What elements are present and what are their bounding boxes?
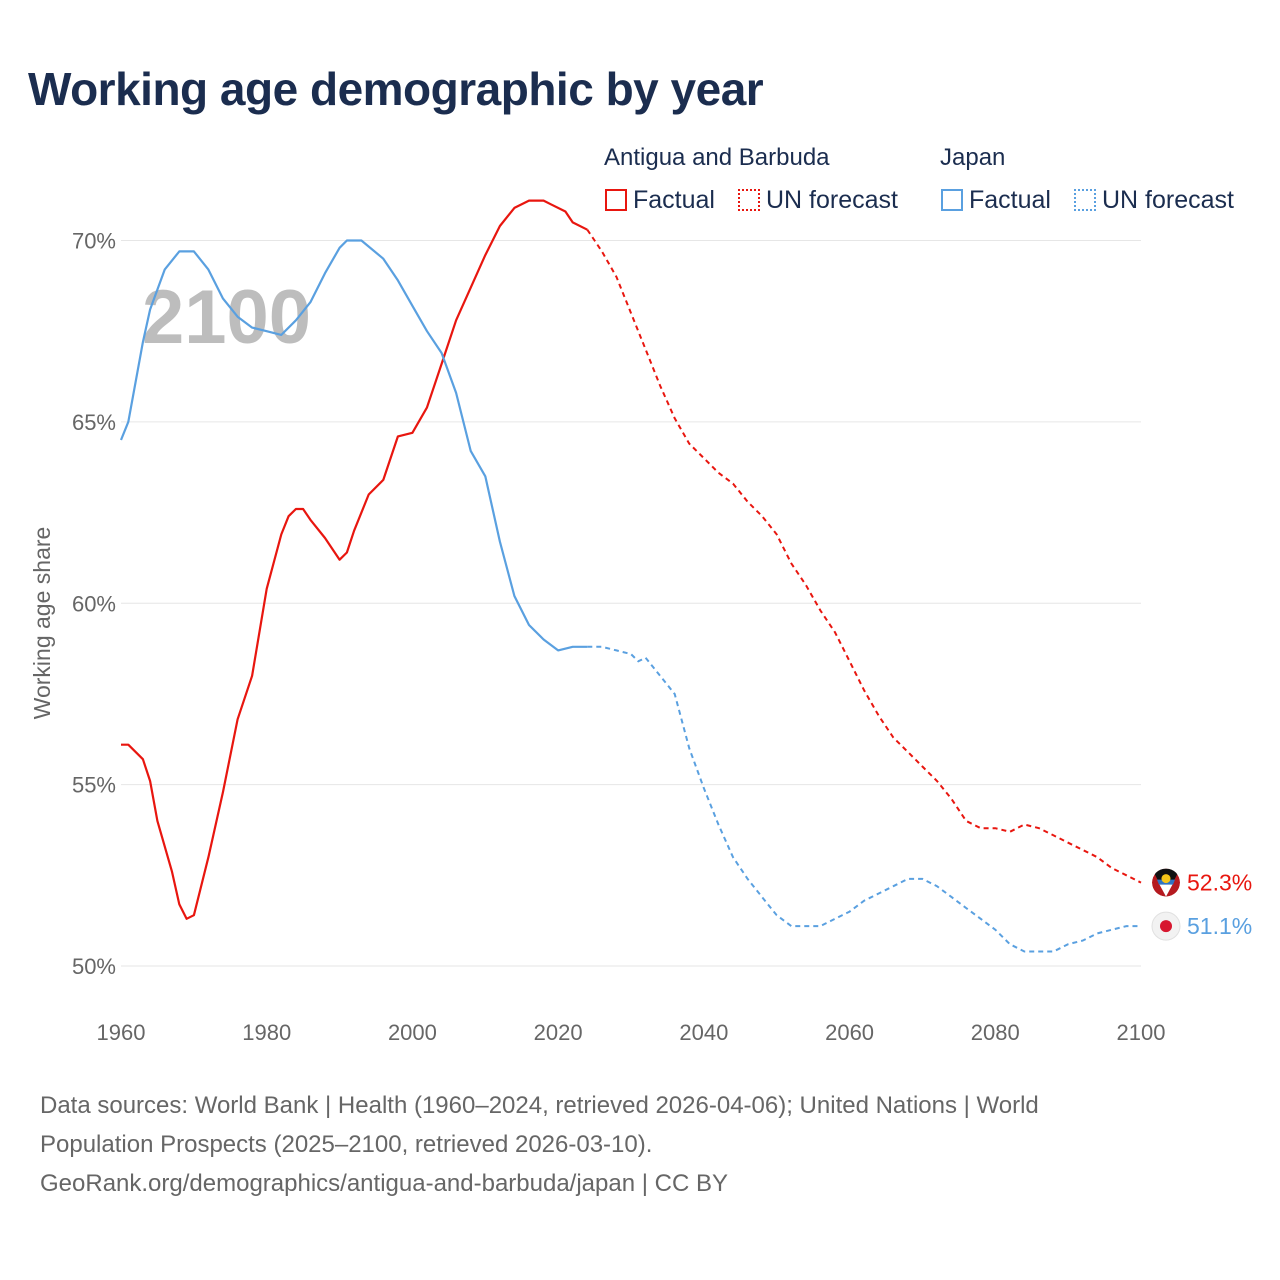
legend-antigua-forecast-label: UN forecast bbox=[766, 185, 898, 214]
x-tick-label: 2020 bbox=[534, 1020, 583, 1045]
chart-title: Working age demographic by year bbox=[28, 63, 764, 115]
legend-antigua-factual-label: Factual bbox=[633, 185, 715, 214]
x-tick-label: 2100 bbox=[1117, 1020, 1166, 1045]
flag-red-disc bbox=[1160, 920, 1172, 933]
x-tick-label: 2080 bbox=[971, 1020, 1020, 1045]
series-line-antigua-factual bbox=[121, 199, 588, 920]
legend-swatch-solid-red bbox=[605, 189, 627, 211]
x-tick-label: 2000 bbox=[388, 1020, 437, 1045]
legend-swatch-dotted-red bbox=[738, 189, 760, 211]
japan-flag-icon bbox=[1151, 911, 1181, 941]
x-tick-label: 2040 bbox=[679, 1020, 728, 1045]
x-tick-label: 2060 bbox=[825, 1020, 874, 1045]
flag-sun bbox=[1161, 874, 1171, 884]
legend-swatch-dotted-blue bbox=[1074, 189, 1096, 211]
legend-title-japan: Japan bbox=[940, 144, 1006, 171]
series-line-antigua-forecast bbox=[586, 229, 1142, 884]
year-overlay: 2100 bbox=[142, 275, 311, 360]
legend-japan-factual[interactable]: Factual bbox=[941, 186, 1051, 214]
y-tick-label: 60% bbox=[72, 591, 116, 616]
legend-japan-factual-label: Factual bbox=[969, 185, 1051, 214]
x-axis-ticks: 1960 1980 2000 2020 2040 2060 2080 2100 bbox=[97, 1020, 1166, 1045]
end-value-label-japan: 51.1% bbox=[1187, 913, 1252, 939]
footer: Data sources: World Bank | Health (1960–… bbox=[40, 1086, 1240, 1203]
series-lines bbox=[119, 199, 1142, 953]
y-tick-label: 55% bbox=[72, 773, 116, 798]
y-tick-label: 50% bbox=[72, 954, 116, 979]
y-tick-label: 65% bbox=[72, 410, 116, 435]
series-line-japan-factual bbox=[119, 239, 588, 652]
x-tick-label: 1960 bbox=[97, 1020, 146, 1045]
gridlines bbox=[121, 240, 1141, 967]
flag-white-band bbox=[1159, 883, 1173, 897]
series-line-japan-forecast bbox=[587, 645, 1141, 953]
end-markers: 52.3% 51.1% bbox=[1151, 868, 1252, 941]
legend-swatch-solid-blue bbox=[941, 189, 963, 211]
x-tick-label: 1980 bbox=[242, 1020, 291, 1045]
y-axis-label: Working age share bbox=[29, 527, 55, 720]
line-chart: 2100 50% 55% 60% 65% 70% 1960 1980 2000 2020 204… bbox=[29, 199, 1252, 1045]
legend-antigua-forecast[interactable]: UN forecast bbox=[738, 186, 898, 214]
end-value-label-antigua: 52.3% bbox=[1187, 870, 1252, 896]
legend-antigua-factual[interactable]: Factual bbox=[605, 186, 715, 214]
legend-japan-forecast[interactable]: UN forecast bbox=[1074, 186, 1234, 214]
footer-sources-line2: Population Prospects (2025–2100, retriev… bbox=[40, 1131, 653, 1158]
footer-sources-line1: Data sources: World Bank | Health (1960–… bbox=[40, 1092, 1039, 1119]
legend-japan-forecast-label: UN forecast bbox=[1102, 185, 1234, 214]
y-tick-label: 70% bbox=[72, 229, 116, 254]
antigua-flag-icon bbox=[1152, 868, 1180, 897]
footer-attribution: GeoRank.org/demographics/antigua-and-bar… bbox=[40, 1170, 728, 1197]
legend-title-antigua: Antigua and Barbuda bbox=[604, 144, 830, 171]
y-axis-ticks: 50% 55% 60% 65% 70% bbox=[72, 229, 116, 979]
